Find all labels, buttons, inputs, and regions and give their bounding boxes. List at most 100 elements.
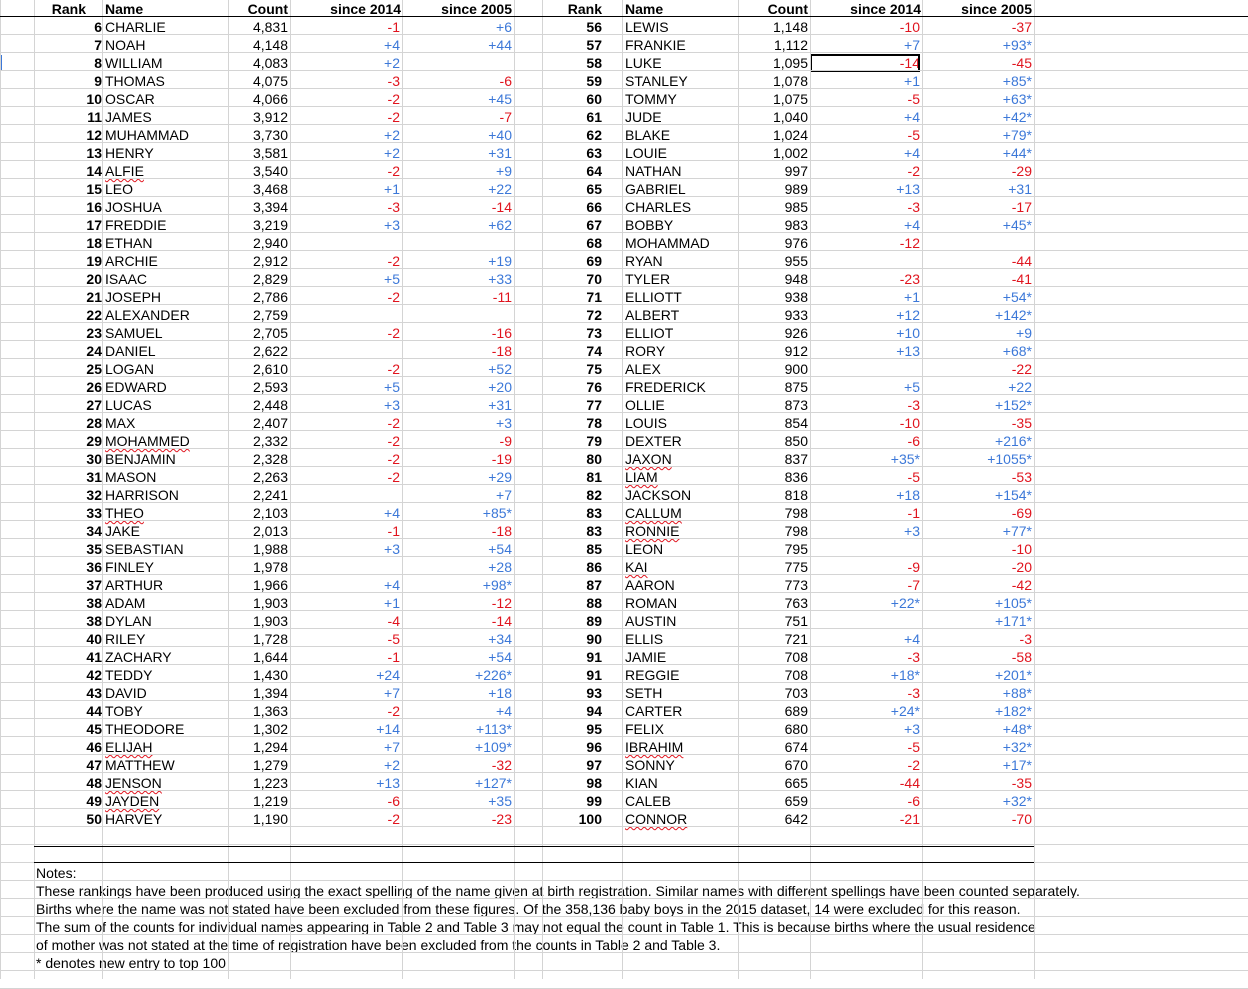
left-count-cell[interactable]: 1,219 bbox=[252, 793, 288, 809]
right-rank-cell[interactable]: 83 bbox=[586, 505, 602, 521]
left-count-cell[interactable]: 2,407 bbox=[252, 415, 288, 431]
right-rank-cell[interactable]: 80 bbox=[586, 451, 602, 467]
right-count-cell[interactable]: 900 bbox=[784, 361, 808, 377]
left-name-cell[interactable]: HARVEY bbox=[105, 811, 163, 827]
right-since2014-cell[interactable]: +4 bbox=[904, 217, 920, 233]
left-name-cell[interactable]: JOSEPH bbox=[105, 289, 162, 305]
left-count-cell[interactable]: 2,332 bbox=[252, 433, 288, 449]
right-name-cell[interactable]: BOBBY bbox=[625, 217, 674, 233]
right-since2014-cell[interactable]: -5 bbox=[907, 469, 920, 485]
left-since2014-cell[interactable]: -3 bbox=[387, 199, 400, 215]
right-rank-cell[interactable]: 98 bbox=[586, 775, 602, 791]
left-since2005-cell[interactable]: +226* bbox=[475, 667, 512, 683]
left-name-cell[interactable]: THEO bbox=[105, 504, 229, 522]
right-since2005-cell[interactable]: +142* bbox=[995, 307, 1032, 323]
right-name-cell[interactable]: AARON bbox=[625, 577, 675, 593]
left-rank-cell[interactable]: 11 bbox=[87, 109, 102, 125]
left-rank-cell[interactable]: 8 bbox=[94, 55, 102, 71]
left-since2014-cell[interactable]: +5 bbox=[384, 271, 400, 287]
right-since2005-cell[interactable]: +48* bbox=[1002, 721, 1032, 737]
left-name-cell[interactable]: JAKE bbox=[105, 523, 141, 539]
left-since2014-cell[interactable]: +2 bbox=[384, 55, 400, 71]
right-since2005-cell[interactable]: -45 bbox=[1011, 55, 1032, 71]
left-count-cell[interactable]: 1,223 bbox=[252, 775, 288, 791]
right-rank-cell[interactable]: 57 bbox=[586, 37, 602, 53]
right-count-cell[interactable]: 989 bbox=[784, 181, 808, 197]
left-since2005-cell[interactable]: +85* bbox=[482, 505, 512, 521]
right-since2005-cell[interactable]: -42 bbox=[1011, 577, 1032, 593]
left-since2014-cell[interactable]: +7 bbox=[384, 685, 400, 701]
notes-line-4[interactable]: of mother was not stated at the time of … bbox=[36, 937, 721, 953]
right-name-cell[interactable]: ELLIS bbox=[625, 631, 664, 647]
left-since2005-cell[interactable]: +62 bbox=[488, 217, 512, 233]
right-since2014-cell[interactable]: +12 bbox=[896, 307, 920, 323]
right-since2014-cell[interactable]: +4 bbox=[904, 631, 920, 647]
right-since2014-cell[interactable]: -44 bbox=[899, 775, 920, 791]
right-name-cell[interactable]: CARTER bbox=[625, 703, 683, 719]
right-since2014-cell[interactable]: -21 bbox=[899, 811, 920, 827]
right-count-cell[interactable]: 983 bbox=[784, 217, 808, 233]
left-count-cell[interactable]: 2,759 bbox=[252, 307, 288, 323]
left-count-cell[interactable]: 1,294 bbox=[252, 739, 288, 755]
right-name-cell[interactable]: FREDERICK bbox=[625, 379, 706, 395]
left-rank-cell[interactable]: 37 bbox=[86, 577, 102, 593]
left-since2014-cell[interactable]: +3 bbox=[384, 217, 400, 233]
right-name-cell[interactable]: OLLIE bbox=[625, 397, 665, 413]
left-count-cell[interactable]: 4,148 bbox=[252, 37, 288, 53]
right-since2014-cell[interactable]: +13 bbox=[896, 343, 920, 359]
left-rank-cell[interactable]: 34 bbox=[86, 523, 102, 539]
left-since2014-cell[interactable]: -6 bbox=[387, 793, 400, 809]
right-name-cell[interactable]: CONNOR bbox=[625, 810, 749, 828]
notes-title[interactable]: Notes: bbox=[36, 865, 77, 881]
right-since2005-cell[interactable]: -41 bbox=[1011, 271, 1032, 287]
left-count-cell[interactable]: 1,988 bbox=[252, 541, 288, 557]
left-name-cell[interactable]: MOHAMMED bbox=[105, 432, 229, 450]
right-since2014-cell[interactable]: +5 bbox=[904, 379, 920, 395]
left-since2014-cell[interactable]: +2 bbox=[384, 757, 400, 773]
left-since2005-cell[interactable]: +22 bbox=[488, 181, 512, 197]
right-since2005-cell[interactable]: -22 bbox=[1011, 361, 1032, 377]
right-name-cell[interactable]: JAXON bbox=[625, 450, 749, 468]
left-name-cell[interactable]: ZACHARY bbox=[105, 649, 172, 665]
right-since2005-cell[interactable]: +85* bbox=[1002, 73, 1032, 89]
right-name-cell[interactable]: ROMAN bbox=[625, 595, 678, 611]
right-since2014-cell[interactable]: -2 bbox=[907, 163, 920, 179]
right-count-cell[interactable]: 1,075 bbox=[772, 91, 808, 107]
right-since2005-cell[interactable]: +32* bbox=[1002, 793, 1032, 809]
right-since2014-cell[interactable]: -6 bbox=[907, 433, 920, 449]
left-since2014-cell[interactable]: -2 bbox=[387, 109, 400, 125]
left-count-cell[interactable]: 2,328 bbox=[252, 451, 288, 467]
right-since2005-cell[interactable]: +9 bbox=[1016, 325, 1032, 341]
right-count-cell[interactable]: 955 bbox=[784, 253, 808, 269]
right-name-cell[interactable]: ELLIOTT bbox=[625, 289, 682, 305]
left-since2005-cell[interactable]: -19 bbox=[491, 451, 512, 467]
right-rank-cell[interactable]: 91 bbox=[586, 649, 602, 665]
left-since2005-cell[interactable]: -12 bbox=[491, 595, 512, 611]
right-name-cell[interactable]: RORY bbox=[625, 343, 666, 359]
left-count-cell[interactable]: 4,831 bbox=[252, 19, 288, 35]
right-name-cell[interactable]: KAI bbox=[625, 558, 749, 576]
right-count-cell[interactable]: 976 bbox=[784, 235, 808, 251]
left-since2005-cell[interactable]: +19 bbox=[488, 253, 512, 269]
left-name-cell[interactable]: SAMUEL bbox=[105, 325, 163, 341]
left-name-cell[interactable]: THOMAS bbox=[105, 73, 165, 89]
left-rank-cell[interactable]: 42 bbox=[86, 667, 102, 683]
left-rank-cell[interactable]: 38 bbox=[86, 595, 102, 611]
right-since2014-cell[interactable]: -3 bbox=[907, 649, 920, 665]
left-rank-cell[interactable]: 22 bbox=[86, 307, 102, 323]
right-since2014-cell[interactable]: -3 bbox=[907, 397, 920, 413]
right-rank-cell[interactable]: 72 bbox=[586, 307, 602, 323]
left-rank-cell[interactable]: 23 bbox=[86, 325, 102, 341]
left-since2005-cell[interactable]: +28 bbox=[488, 559, 512, 575]
right-rank-cell[interactable]: 59 bbox=[586, 73, 602, 89]
right-name-cell[interactable]: JACKSON bbox=[625, 487, 692, 503]
left-count-cell[interactable]: 1,302 bbox=[252, 721, 288, 737]
notes-line-3[interactable]: The sum of the counts for individual nam… bbox=[36, 919, 1036, 935]
left-rank-cell[interactable]: 30 bbox=[86, 451, 102, 467]
left-count-cell[interactable]: 3,912 bbox=[252, 109, 288, 125]
left-count-cell[interactable]: 2,263 bbox=[252, 469, 288, 485]
right-since2005-cell[interactable]: +22 bbox=[1008, 379, 1032, 395]
right-count-cell[interactable]: 763 bbox=[784, 595, 808, 611]
header-count-left[interactable]: Count bbox=[247, 1, 288, 17]
left-since2005-cell[interactable]: +31 bbox=[488, 397, 512, 413]
